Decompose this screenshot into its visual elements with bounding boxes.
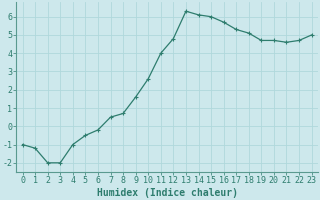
X-axis label: Humidex (Indice chaleur): Humidex (Indice chaleur) [97,188,237,198]
